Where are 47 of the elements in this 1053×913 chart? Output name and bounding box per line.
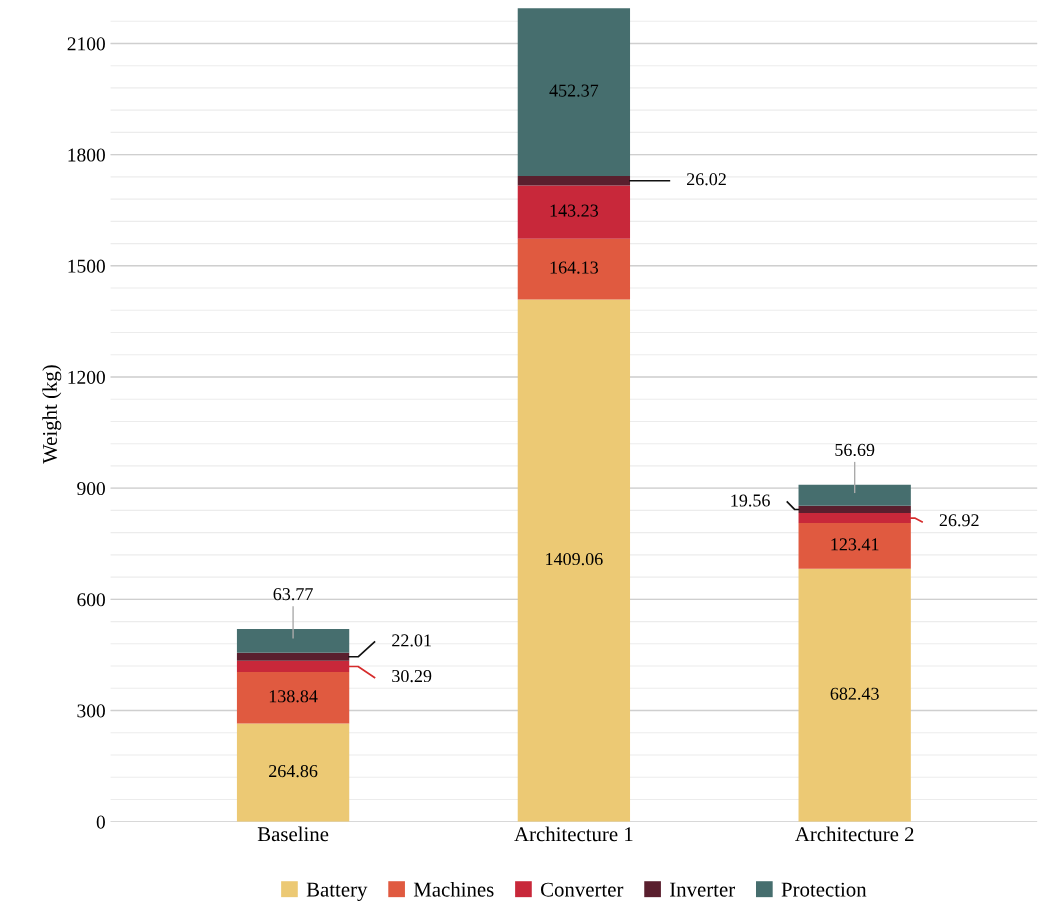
data-label: 452.37 (549, 84, 599, 97)
bar (517, 238, 631, 300)
y-tick-label: 600 (77, 593, 105, 607)
y-tick-label: 1200 (68, 370, 105, 384)
bar (517, 175, 631, 186)
legend-label: Machines (413, 881, 494, 897)
bar (517, 299, 631, 822)
y-tick-label: 1800 (68, 148, 105, 162)
x-tick-label: Baseline (257, 826, 329, 842)
y-tick-label: 2100 (67, 37, 105, 51)
bar (798, 568, 911, 822)
y-tick-label: 1500 (68, 259, 105, 273)
bar (517, 8, 631, 176)
data-label: 143.23 (550, 204, 599, 217)
bar (517, 185, 631, 239)
legend-label: Inverter (670, 882, 735, 897)
data-label: 56.69 (835, 443, 875, 457)
bar (798, 484, 911, 506)
data-label: 63.77 (273, 588, 313, 601)
bar (236, 652, 350, 661)
legend-label: Protection (781, 882, 867, 897)
x-tick-label: Architecture 2 (795, 826, 914, 842)
data-label: 264.86 (269, 764, 318, 778)
data-label: 19.56 (731, 494, 770, 507)
bar (236, 629, 350, 653)
bar (798, 513, 911, 524)
legend-label: Battery (306, 882, 368, 901)
data-label: 164.13 (550, 261, 599, 274)
bar (236, 660, 350, 673)
bar (798, 523, 911, 569)
y-tick-label: 0 (96, 815, 105, 829)
data-label: 682.43 (830, 687, 879, 700)
data-label: 123.41 (831, 538, 879, 551)
legend-label: Converter (540, 882, 624, 897)
data-label: 26.02 (687, 173, 726, 186)
data-label: 138.84 (269, 690, 318, 703)
y-tick-label: 900 (77, 481, 105, 496)
data-label: 1409.06 (546, 552, 603, 566)
data-label: 30.29 (392, 669, 432, 683)
bar (236, 672, 350, 724)
bar (798, 505, 911, 514)
x-tick-label: Architecture 1 (514, 826, 633, 842)
data-label: 26.92 (939, 514, 979, 527)
bar (236, 723, 350, 822)
y-tick-label: 300 (77, 704, 105, 718)
y-axis-title: Weight (kg) (42, 365, 62, 464)
data-label: 22.01 (392, 634, 431, 647)
